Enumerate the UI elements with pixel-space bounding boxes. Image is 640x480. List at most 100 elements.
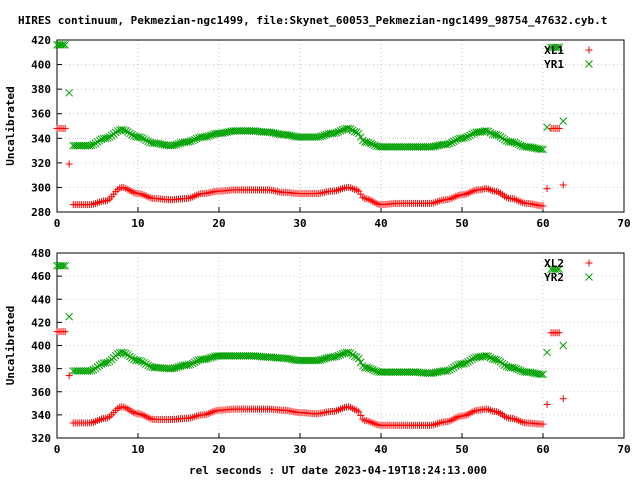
- data-point: [172, 140, 181, 149]
- data-point: [119, 126, 128, 134]
- data-point: [421, 369, 430, 377]
- data-point: [263, 353, 272, 361]
- data-point: [89, 365, 98, 374]
- data-point: [144, 137, 152, 146]
- x-tick-label: 40: [374, 443, 387, 456]
- data-point: [87, 366, 96, 375]
- data-point: [318, 132, 327, 140]
- data-point: [292, 356, 300, 365]
- data-point: [103, 358, 112, 367]
- data-point: [247, 352, 256, 360]
- data-point: [138, 357, 146, 366]
- data-point: [186, 360, 195, 369]
- data-point: [286, 131, 294, 140]
- data-point: [192, 357, 201, 366]
- data-point: [267, 353, 276, 362]
- data-point: [450, 137, 458, 146]
- bottom-panel: 0 10 20 30 40 50 60 70 320 340 360 380 400 420 440 460 4…: [4, 247, 631, 456]
- data-point: [283, 354, 292, 363]
- data-point: [332, 352, 341, 361]
- data-point: [354, 354, 363, 363]
- data-point: [373, 367, 381, 376]
- x-tick-label: 70: [617, 443, 630, 456]
- data-point: [184, 137, 193, 146]
- data-point: [531, 369, 539, 378]
- data-point: [257, 352, 266, 361]
- data-point: [500, 361, 509, 369]
- data-point: [371, 141, 379, 150]
- data-point: [247, 127, 256, 135]
- data-point: [259, 128, 268, 136]
- data-point: [375, 142, 383, 151]
- data-point: [490, 130, 499, 139]
- data-point: [510, 364, 519, 372]
- data-point: [537, 370, 545, 379]
- data-point: [121, 349, 130, 358]
- data-point: [257, 127, 266, 136]
- data-point: [172, 363, 181, 372]
- data-point: [59, 261, 67, 270]
- y-tick-label: 380: [31, 363, 51, 376]
- data-point: [443, 140, 452, 149]
- data-point: [275, 130, 284, 139]
- data-point: [158, 364, 167, 372]
- data-point: [508, 363, 517, 372]
- data-point: [132, 356, 140, 365]
- data-point: [506, 363, 515, 372]
- data-point: [338, 126, 347, 134]
- data-point: [89, 140, 98, 149]
- y-tick-label: 480: [31, 247, 51, 260]
- data-point: [336, 127, 345, 135]
- data-point: [367, 139, 375, 148]
- data-point: [350, 352, 359, 361]
- data-point: [445, 366, 454, 374]
- data-point: [156, 363, 165, 372]
- data-point: [494, 356, 503, 365]
- data-point: [332, 128, 341, 137]
- data-point: [121, 126, 130, 135]
- data-point: [292, 132, 300, 141]
- data-point: [460, 134, 468, 142]
- data-point: [494, 131, 503, 140]
- y-tick-label: 320: [31, 432, 51, 445]
- data-point: [411, 368, 420, 376]
- data-point: [288, 355, 296, 364]
- data-point: [269, 129, 278, 137]
- data-point: [95, 136, 104, 145]
- data-point: [277, 354, 286, 363]
- data-point: [134, 133, 142, 141]
- data-point: [502, 137, 511, 145]
- x-tick-label: 0: [54, 443, 61, 456]
- data-point: [488, 130, 497, 138]
- data-point: [205, 132, 213, 140]
- x-tick-label: 10: [131, 443, 144, 456]
- data-point: [553, 43, 562, 52]
- legend-label: XL1: [544, 44, 564, 57]
- data-point: [452, 362, 460, 370]
- data-point: [65, 88, 74, 97]
- chart-title: HIRES continuum, Pekmezian-ngc1499, file…: [18, 14, 607, 27]
- data-point: [354, 129, 363, 138]
- data-point: [360, 138, 369, 146]
- data-point: [117, 348, 126, 357]
- data-point: [559, 117, 568, 125]
- data-point: [286, 355, 294, 363]
- data-point: [132, 132, 140, 141]
- data-point: [138, 134, 146, 142]
- data-point: [531, 144, 539, 152]
- data-point: [344, 348, 353, 357]
- data-point: [413, 368, 422, 377]
- data-point: [271, 129, 280, 138]
- data-point: [543, 123, 551, 132]
- data-point: [486, 353, 495, 362]
- y-tick-label: 340: [31, 132, 51, 145]
- y-tick-label: 280: [31, 206, 51, 219]
- data-point: [452, 136, 460, 145]
- y-tick-label: 380: [31, 83, 51, 96]
- data-point: [158, 140, 167, 149]
- data-point: [259, 353, 268, 361]
- y-tick-label: 300: [31, 181, 51, 194]
- data-point: [190, 358, 199, 367]
- data-point: [283, 131, 292, 139]
- data-point: [350, 127, 359, 136]
